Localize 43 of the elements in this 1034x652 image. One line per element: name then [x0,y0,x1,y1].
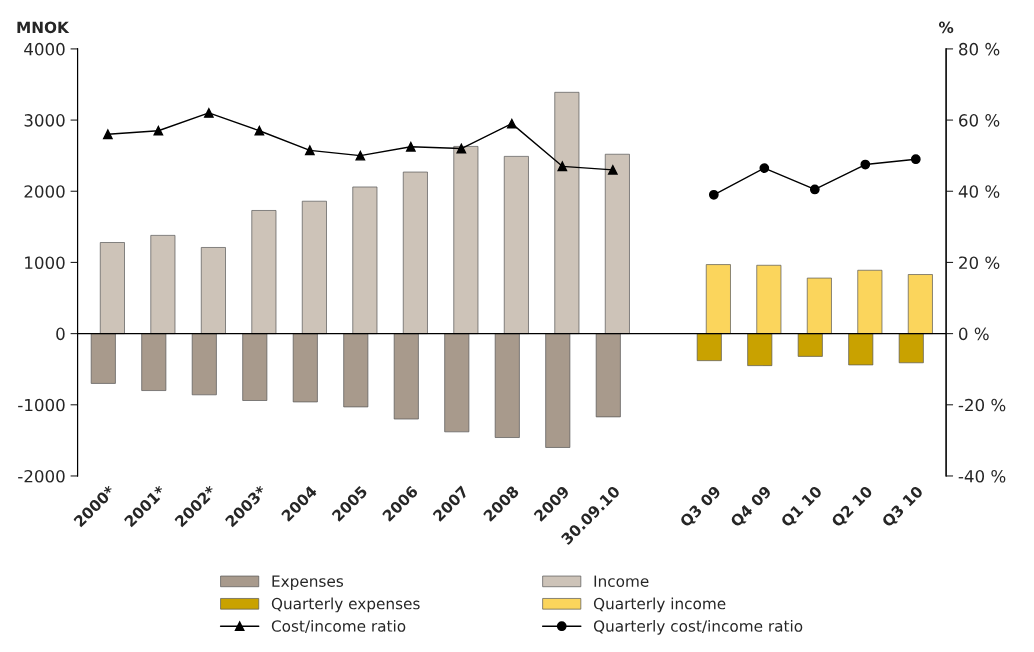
y-tick-label: 4000 [24,42,65,56]
y2-tick-label: 40 % [958,185,1000,198]
point [506,118,517,129]
x-tick-label: Q4 09 [729,485,774,530]
legend-label: Quarterly expenses [271,597,420,613]
y2-tick-label: 0 % [959,327,989,341]
point [759,163,770,173]
point [203,108,214,118]
point [254,125,265,136]
y2-tick-label: -40 % [958,469,1006,483]
point [809,184,820,195]
legend-label: Expenses [272,575,344,590]
y2-tick-label: -20 % [958,398,1006,412]
y-tick-label: -1000 [18,398,65,412]
y2-tick-label: 20 % [959,256,1000,269]
x-tick-label: Q3 10 [881,485,926,530]
legend-label: Income [594,575,649,587]
y-tick-label: 2000 [24,185,65,198]
point [405,141,416,152]
point [708,189,719,200]
y2-tick-label: 60 % [959,114,1000,127]
y2-tick-label: 80 % [959,42,1000,56]
y-tick-label: 1000 [25,256,65,269]
point [557,161,568,172]
legend-label: Quarterly income [593,597,726,613]
point [860,159,871,170]
point [910,154,921,165]
y-tick-label: 0 [56,327,65,341]
x-tick-label: Q2 10 [830,485,875,530]
point [355,150,366,161]
x-tick-label: Q3 09 [679,485,723,530]
y-axis-title: MNOK [17,21,70,34]
y2-axis-title: % [938,21,954,34]
legend-label: Cost/income ratio [271,619,406,633]
point [153,125,164,136]
point [607,165,618,175]
y-tick-label: -2000 [18,469,65,483]
x-tick-label: Q1 10 [780,485,825,530]
legend-label: Quarterly cost/income ratio [593,619,803,635]
y-tick-label: 3000 [24,114,65,127]
point [456,143,467,154]
point [102,129,113,140]
point [304,145,315,156]
